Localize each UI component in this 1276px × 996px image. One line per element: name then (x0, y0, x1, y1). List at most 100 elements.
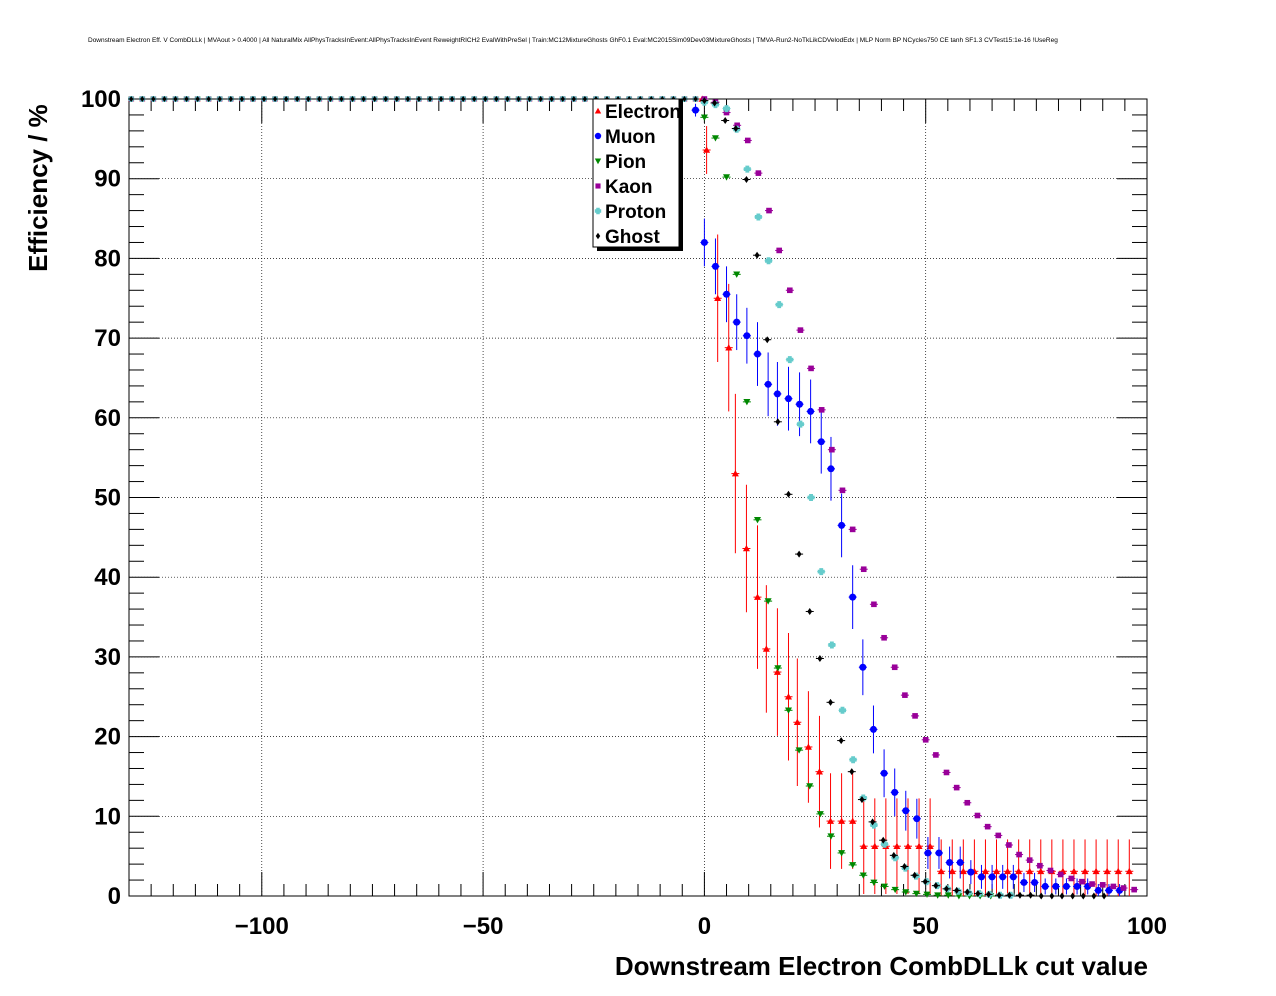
legend-marker-electron (594, 107, 602, 114)
data-point (796, 420, 804, 428)
data-point (871, 842, 879, 849)
data-point (815, 768, 823, 775)
data-point (784, 693, 792, 700)
data-point (995, 832, 1002, 839)
data-point (306, 96, 311, 102)
data-point (723, 109, 730, 116)
data-point (797, 327, 804, 333)
data-point (923, 891, 931, 898)
series-layer (128, 95, 1139, 900)
data-point (692, 106, 700, 114)
data-point (538, 96, 543, 102)
data-point (755, 170, 762, 176)
data-point (1017, 891, 1023, 899)
data-point (816, 811, 824, 818)
data-point (733, 124, 739, 132)
data-point (693, 96, 698, 102)
data-point (754, 213, 762, 221)
data-point (1094, 886, 1102, 894)
legend-label-kaon: Kaon (605, 177, 653, 198)
data-point (946, 859, 954, 867)
data-point (762, 645, 770, 652)
series-pion (128, 96, 995, 900)
data-point (912, 871, 918, 879)
y-tick-label: 0 (108, 883, 121, 910)
data-point (784, 395, 792, 403)
data-point (806, 783, 814, 790)
data-point (472, 96, 477, 102)
data-point (828, 698, 833, 706)
data-point (807, 494, 815, 502)
data-point (880, 836, 886, 844)
data-point (1037, 867, 1045, 875)
data-point (775, 418, 781, 426)
data-point (1068, 875, 1075, 882)
data-point (773, 668, 781, 675)
legend-marker-muon (594, 132, 602, 140)
data-point (734, 122, 740, 129)
data-point (1015, 867, 1023, 875)
data-point (701, 97, 707, 105)
data-point (817, 438, 825, 446)
data-point (250, 96, 256, 102)
data-point (1131, 886, 1137, 893)
data-point (880, 769, 888, 777)
data-point (818, 407, 825, 413)
data-point (700, 238, 708, 246)
data-point (725, 344, 733, 351)
data-point (206, 96, 211, 102)
data-point (902, 807, 910, 815)
data-point (881, 883, 889, 890)
data-point (1037, 862, 1043, 869)
data-point (744, 137, 751, 144)
data-point (891, 851, 897, 859)
data-point (838, 521, 846, 529)
data-point (723, 105, 731, 113)
data-point (935, 849, 943, 857)
data-point (703, 146, 711, 153)
data-point (549, 96, 554, 102)
data-point (372, 96, 377, 102)
data-point (986, 890, 991, 898)
data-point (722, 117, 728, 125)
data-point (933, 752, 939, 758)
data-point (733, 318, 741, 326)
data-point (904, 842, 912, 849)
data-point (754, 350, 762, 358)
data-point (996, 891, 1002, 899)
data-point (184, 96, 189, 102)
data-point (571, 96, 576, 102)
data-point (711, 262, 719, 270)
data-point (1020, 878, 1028, 886)
data-point (162, 96, 167, 102)
data-point (1089, 881, 1095, 887)
data-point (1026, 857, 1033, 863)
x-tick-label: −50 (463, 913, 504, 940)
data-point (1079, 878, 1085, 885)
data-point (893, 842, 901, 849)
data-point (849, 817, 857, 824)
data-point (1028, 891, 1034, 899)
y-tick-label: 10 (94, 803, 121, 830)
data-point (786, 356, 794, 364)
data-point (1016, 851, 1022, 858)
data-point (700, 114, 708, 121)
data-point (964, 888, 970, 896)
x-tick-label: 50 (912, 913, 939, 940)
data-point (959, 867, 967, 875)
data-point (1070, 892, 1076, 900)
data-point (173, 96, 178, 102)
data-point (849, 526, 856, 533)
data-point (383, 96, 388, 102)
data-point (776, 247, 782, 254)
data-point (827, 817, 835, 824)
data-point (754, 251, 760, 259)
y-axis-label: Efficiency / % (23, 104, 53, 272)
data-point (1004, 867, 1012, 875)
data-point (516, 96, 521, 102)
data-point (217, 96, 222, 102)
data-point (913, 815, 921, 823)
data-point (953, 784, 960, 791)
data-point (817, 654, 823, 662)
data-point (954, 886, 960, 894)
